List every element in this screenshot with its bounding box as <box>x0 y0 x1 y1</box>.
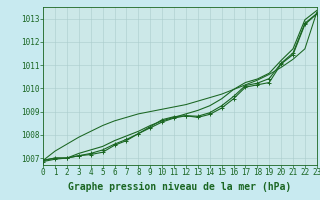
X-axis label: Graphe pression niveau de la mer (hPa): Graphe pression niveau de la mer (hPa) <box>68 182 292 192</box>
